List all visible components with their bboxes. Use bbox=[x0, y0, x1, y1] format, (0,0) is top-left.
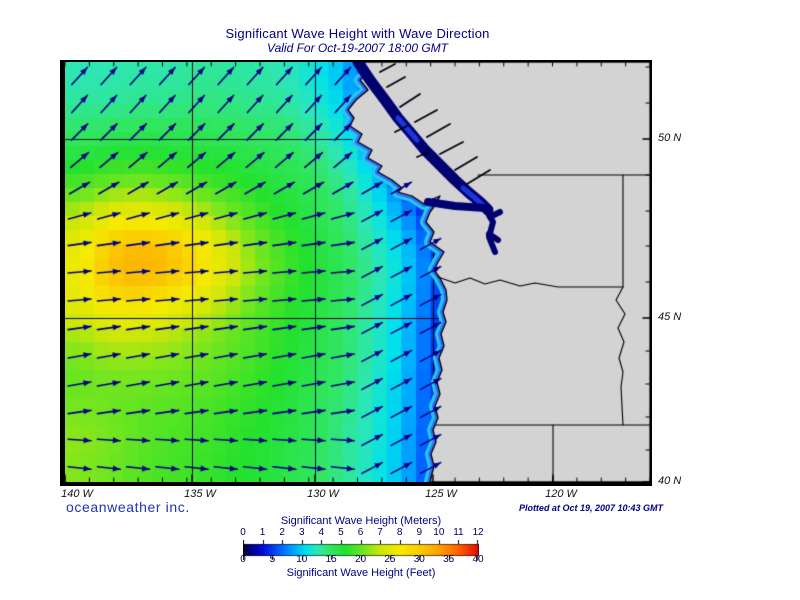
feet-tick-20: 20 bbox=[354, 554, 367, 565]
meters-tick-10: 10 bbox=[433, 527, 445, 538]
lon-label-140w: 140 W bbox=[61, 488, 93, 500]
feet-tick-0: 0 bbox=[240, 554, 246, 565]
feet-tick-35: 35 bbox=[443, 554, 455, 565]
page-title: Significant Wave Height with Wave Direct… bbox=[225, 26, 490, 41]
wave-height-map bbox=[65, 62, 650, 482]
colorbar-title-feet: Significant Wave Height (Feet) bbox=[286, 567, 436, 579]
feet-tick-30: 30 bbox=[413, 554, 425, 565]
meters-tick-3: 3 bbox=[298, 527, 305, 538]
meters-tick-5: 5 bbox=[338, 527, 344, 538]
meters-tick-4: 4 bbox=[318, 527, 325, 538]
plotted-timestamp: Plotted at Oct 19, 2007 10:43 GMT bbox=[518, 503, 663, 513]
lat-label-45n: 45 N bbox=[658, 311, 682, 323]
lat-label-50n: 50 N bbox=[658, 132, 682, 144]
meters-tick-2: 2 bbox=[279, 527, 285, 538]
colorbar bbox=[243, 540, 479, 560]
valid-time-subtitle: Valid For Oct-19-2007 18:00 GMT bbox=[267, 41, 448, 55]
meters-tick-8: 8 bbox=[396, 527, 403, 538]
feet-tick-25: 25 bbox=[384, 554, 396, 565]
map-frame bbox=[60, 60, 652, 486]
meters-tick-6: 6 bbox=[357, 527, 364, 538]
meters-tick-0: 0 bbox=[240, 527, 246, 538]
feet-tick-5: 5 bbox=[269, 554, 276, 565]
feet-tick-10: 10 bbox=[296, 554, 308, 565]
feet-tick-15: 15 bbox=[325, 554, 337, 565]
meters-tick-7: 7 bbox=[377, 527, 383, 538]
lon-label-120w: 120 W bbox=[545, 488, 577, 500]
meters-tick-11: 11 bbox=[453, 527, 464, 538]
lat-label-40n: 40 N bbox=[658, 475, 682, 487]
colorbar-title-meters: Significant Wave Height (Meters) bbox=[280, 515, 442, 527]
lon-label-130w: 130 W bbox=[307, 488, 339, 500]
meters-tick-9: 9 bbox=[416, 527, 423, 538]
lon-label-135w: 135 W bbox=[184, 488, 216, 500]
lon-label-125w: 125 W bbox=[425, 488, 457, 500]
oceanweather-logo: oceanweather inc. bbox=[66, 499, 190, 515]
feet-tick-40: 40 bbox=[472, 554, 484, 565]
meters-tick-1: 1 bbox=[259, 527, 266, 538]
meters-tick-12: 12 bbox=[472, 527, 484, 538]
